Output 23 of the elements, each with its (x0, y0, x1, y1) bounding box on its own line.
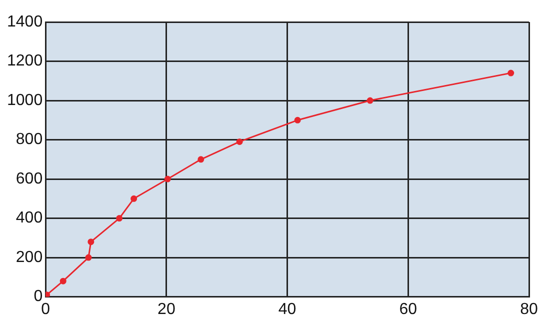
point (116, 215, 123, 222)
point (60, 278, 66, 284)
y-tick-label: 1200 (7, 52, 43, 70)
x-tick-label: 40 (278, 300, 296, 318)
y-tick-label: 800 (16, 131, 43, 148)
y-tick-label: 600 (16, 170, 43, 188)
y-tick-label: 400 (16, 210, 43, 227)
point (366, 97, 374, 104)
point (508, 70, 514, 76)
point (85, 254, 92, 261)
point (236, 138, 243, 145)
y-tick-label: 1000 (7, 92, 43, 109)
point (88, 238, 94, 246)
point (198, 156, 204, 163)
point (130, 195, 138, 202)
x-tick-label: 20 (158, 300, 176, 318)
point (294, 116, 301, 124)
y-tick-label: 1400 (7, 13, 43, 30)
x-tick-label: 60 (399, 300, 418, 318)
y-tick-label: 0 (34, 288, 43, 306)
y-tick-label: 200 (16, 248, 43, 266)
point (164, 176, 171, 182)
x-tick-label: 80 (520, 300, 538, 318)
